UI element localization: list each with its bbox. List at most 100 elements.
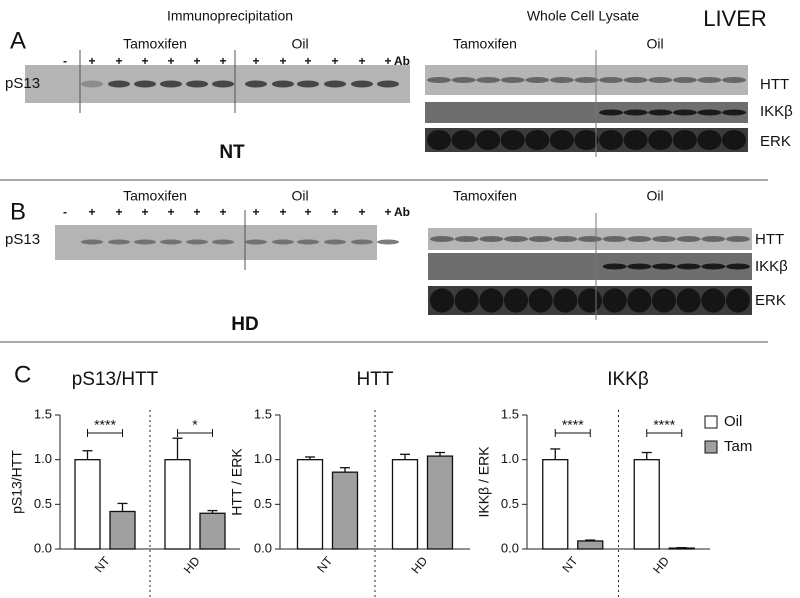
bar [164, 459, 191, 550]
chart-title: pS13/HTT [72, 369, 159, 390]
band [212, 80, 234, 88]
band [245, 239, 267, 245]
band [500, 130, 525, 150]
lane-sign: + [88, 54, 95, 68]
band [324, 239, 346, 245]
band [726, 236, 750, 242]
wcl-blot [425, 102, 748, 123]
band [549, 77, 574, 83]
band [574, 77, 599, 83]
group-label: Tamoxifen [453, 188, 517, 204]
ip-title: Immunoprecipitation [167, 8, 293, 24]
band [627, 263, 652, 270]
lane-sign: + [141, 205, 148, 219]
legend-label: Tam [724, 438, 752, 455]
band [500, 77, 525, 83]
lane-sign: + [358, 205, 365, 219]
band [297, 80, 319, 88]
band [623, 130, 648, 150]
lane-sign: + [358, 54, 365, 68]
band [108, 239, 130, 245]
band [476, 130, 501, 150]
band [578, 288, 602, 313]
band [623, 77, 648, 83]
band [697, 109, 722, 116]
legend-swatch [704, 440, 718, 454]
lane-sign: + [193, 205, 200, 219]
band [578, 236, 602, 242]
band [627, 236, 652, 242]
y-tick-label: 1.5 [34, 406, 52, 421]
blot-label: pS13 [5, 231, 40, 248]
lane-sign: + [384, 54, 391, 68]
lane-sign: + [115, 54, 122, 68]
y-tick-label: 0.0 [34, 540, 52, 555]
lane-sign: + [193, 54, 200, 68]
band [528, 236, 553, 242]
band [427, 77, 451, 83]
y-tick-label: 1.5 [254, 406, 272, 421]
bar [74, 459, 101, 550]
genotype: NT [219, 142, 245, 163]
band [528, 288, 553, 313]
blot-label: ERK [755, 292, 786, 309]
y-axis-label: HTT / ERK [229, 448, 245, 516]
lane-sign: + [219, 54, 226, 68]
group-label: Oil [646, 36, 663, 52]
genotype: HD [231, 314, 258, 335]
bar [199, 512, 226, 550]
y-tick-label: 0.0 [501, 540, 519, 555]
bar [109, 510, 136, 550]
band [602, 263, 627, 270]
band [549, 130, 574, 150]
band [726, 263, 750, 270]
chart-title: HTT [357, 369, 394, 390]
band [553, 236, 578, 242]
band [701, 288, 726, 313]
x-tick-label: HD [408, 554, 430, 577]
y-axis-label: pS13/HTT [9, 450, 25, 514]
band [676, 288, 701, 313]
band [377, 80, 399, 88]
y-tick-label: 0.0 [254, 540, 272, 555]
y-tick-label: 1.0 [501, 451, 519, 466]
band [722, 77, 746, 83]
lane-sign: + [331, 205, 338, 219]
lane-sign: + [252, 205, 259, 219]
antibody: Ab [394, 205, 410, 219]
band [454, 288, 479, 313]
group-label: Oil [646, 188, 663, 204]
band [81, 239, 103, 245]
lane-sign: + [384, 205, 391, 219]
panel-label: B [10, 198, 26, 225]
band [324, 80, 346, 88]
band [134, 80, 156, 88]
band [476, 77, 501, 83]
band [697, 130, 722, 150]
band [726, 288, 750, 313]
group-label: Oil [291, 36, 308, 52]
chart-title: IKKβ [607, 369, 649, 390]
band [672, 109, 697, 116]
lane-sign: + [252, 54, 259, 68]
y-tick-label: 0.5 [501, 496, 519, 511]
blot-label: IKKβ [755, 258, 788, 275]
lane-sign: + [279, 205, 286, 219]
panel-label: C [14, 361, 31, 388]
group-label: Tamoxifen [453, 36, 517, 52]
significance: * [192, 417, 198, 433]
band [504, 288, 528, 313]
band [272, 80, 294, 88]
significance: **** [94, 417, 116, 433]
band [451, 130, 476, 150]
band [599, 130, 624, 150]
band [108, 80, 130, 88]
bar [633, 459, 660, 550]
blot-label: IKKβ [760, 103, 793, 120]
group-label: Oil [291, 188, 308, 204]
band [648, 130, 673, 150]
band [81, 80, 103, 88]
band [701, 236, 726, 242]
blot-label: HTT [760, 76, 789, 93]
